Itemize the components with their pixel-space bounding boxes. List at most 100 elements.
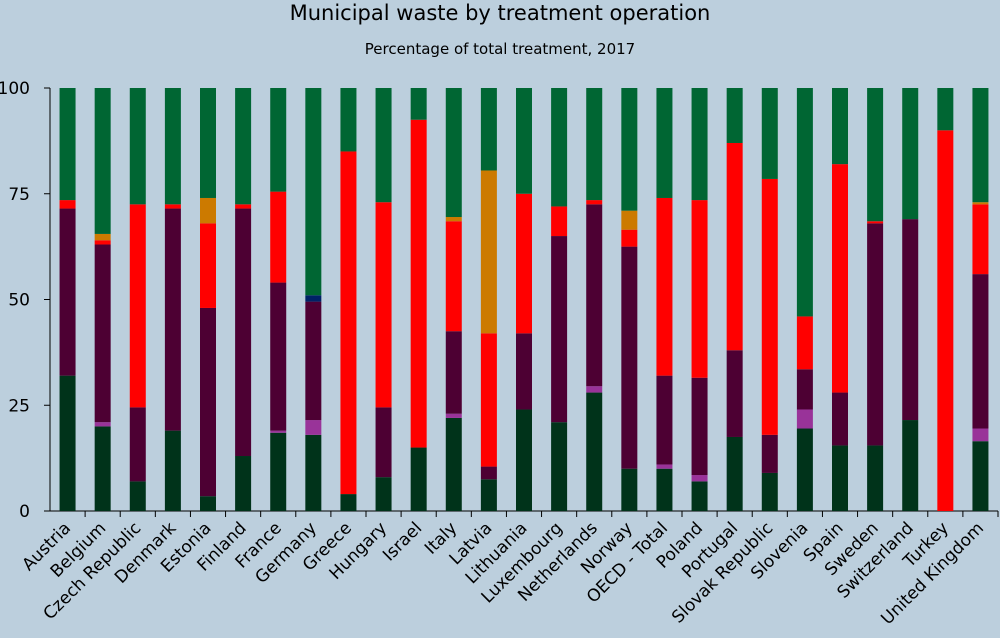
y-tick-label: 75 [8, 185, 30, 205]
bar-segment [832, 88, 848, 165]
bar-segment [445, 413, 462, 418]
bar-segment [164, 208, 181, 431]
bar-segment [480, 479, 497, 511]
bar-segment [445, 221, 462, 332]
chart-title: Municipal waste by treatment operation [289, 1, 711, 25]
bar-segment [235, 204, 252, 209]
bar-segment [59, 200, 76, 209]
bar-segment [551, 88, 568, 207]
bar-segment [375, 202, 392, 408]
bar-segment [445, 217, 462, 222]
bar-segment [94, 240, 111, 245]
bar-segment [867, 445, 884, 511]
bar-segment [94, 244, 111, 423]
bar-segment [551, 206, 568, 237]
bar-segment [621, 210, 638, 230]
bar-segment [621, 229, 638, 247]
bar-segment [305, 301, 322, 421]
bar-segment [164, 204, 181, 209]
y-tick-label: 25 [8, 396, 30, 416]
bar-segment [972, 204, 989, 275]
bar-segment [586, 88, 603, 201]
bar-segment [164, 88, 181, 205]
bar-segment [621, 88, 638, 211]
bar-segment [129, 407, 146, 482]
bar-segment [445, 331, 462, 414]
bar-segment [656, 464, 673, 469]
bar-segment [726, 436, 743, 511]
bar-segment [551, 236, 568, 423]
bar-segment [796, 88, 813, 317]
bar-segment [270, 430, 287, 433]
bar-segment [586, 386, 603, 393]
bar-segment [480, 88, 497, 171]
bar-segment [200, 197, 216, 224]
bar-segment [340, 88, 357, 152]
bar-segment [972, 428, 989, 442]
bar-segment [200, 496, 216, 511]
bar-segment [340, 151, 357, 495]
bar-segment [480, 333, 497, 467]
bar-segment [621, 246, 638, 469]
y-tick-label: 100 [0, 79, 30, 99]
bar-segment [270, 191, 287, 283]
x-tick-label: Israel [379, 518, 426, 565]
bar-segment [656, 468, 673, 511]
bar-segment [761, 434, 778, 473]
bar-segment [516, 333, 532, 410]
bar-segment [972, 202, 989, 205]
bar-segment [94, 88, 111, 234]
bar-segment [129, 204, 146, 408]
y-tick-label: 0 [19, 502, 30, 522]
bar-segment [516, 409, 532, 511]
bar-segment [656, 197, 673, 376]
bar-segment [832, 445, 848, 511]
bar-segment [796, 369, 813, 410]
bar-segment [235, 88, 252, 205]
bar-segment [586, 204, 603, 387]
bar-segment [796, 409, 813, 429]
bar-segment [480, 170, 497, 334]
bar-segment [937, 130, 954, 512]
bar-segment [200, 223, 216, 308]
bar-segment [129, 88, 146, 205]
bar-segment [59, 88, 76, 201]
bar-segment [94, 426, 111, 511]
bar-segment [164, 430, 181, 511]
bar-segment [586, 392, 603, 511]
bar-segment [480, 466, 497, 480]
bar-segment [972, 88, 989, 203]
bar-segment [691, 377, 708, 476]
bar-segment [59, 208, 76, 376]
bar-segment [867, 221, 884, 224]
bar-segment [305, 420, 322, 435]
bar-segment [761, 178, 778, 435]
bar-segment [551, 422, 568, 511]
bar-segment [656, 88, 673, 198]
bar-segment [375, 88, 392, 203]
bar-segment [375, 477, 392, 511]
bar-segment [691, 475, 708, 482]
bar-segment [59, 375, 76, 511]
bar-segment [305, 434, 322, 511]
bar-segment [516, 193, 532, 334]
bar-segment [445, 88, 462, 218]
bar-segment [726, 350, 743, 437]
bar-segment [796, 316, 813, 370]
y-tick-label: 50 [8, 291, 30, 311]
bar-segment [235, 208, 252, 457]
bar-segment [972, 441, 989, 511]
bar-segment [305, 295, 322, 302]
bar-segment [270, 282, 287, 431]
bar-segment [410, 119, 427, 448]
bar-segment [656, 375, 673, 465]
bar-segment [340, 494, 357, 511]
bar-segment [832, 392, 848, 446]
bar-segment [305, 88, 322, 296]
bar-segment [94, 233, 111, 241]
bar-segment [691, 481, 708, 511]
bar-segment [235, 456, 252, 511]
bar-segment [726, 142, 743, 351]
